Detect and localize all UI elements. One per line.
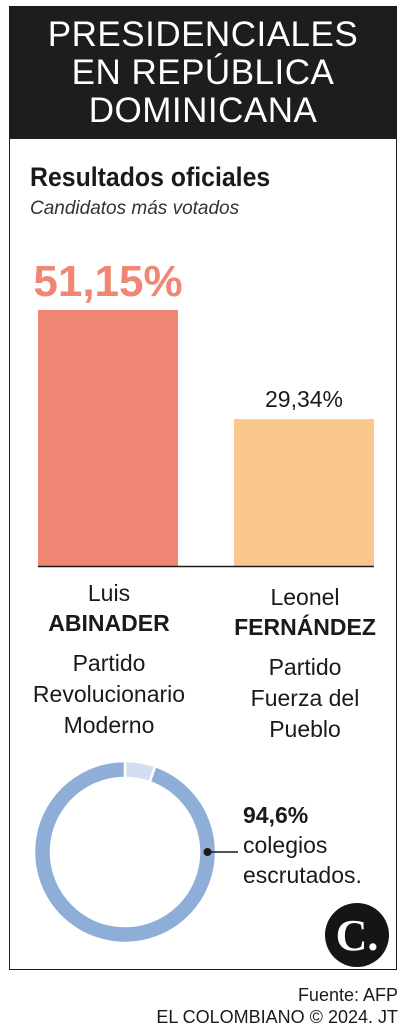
donut-percentage: 94,6% [243, 802, 309, 828]
candidate-1-last-name: ABINADER [48, 610, 170, 636]
candidate-1-party-line-1: Partido [72, 650, 146, 676]
candidate-1-party: Partido Revolucionario Moderno [24, 648, 194, 741]
donut-chart [32, 759, 238, 945]
candidate-2-first-name: Leonel [270, 584, 340, 610]
donut-text-line-2: escrutados. [243, 862, 362, 888]
candidate-1-party-line-2: Revolucionario [32, 681, 186, 707]
header-line-3: DOMINICANA [88, 91, 318, 130]
candidate-1: Luis ABINADER Partido Revolucionario Mod… [24, 578, 194, 741]
candidate-2-party-line-2: Fuerza del [250, 685, 360, 711]
donut-legend: 94,6% colegios escrutados. [243, 800, 362, 890]
header-banner: PRESIDENCIALES EN REPÚBLICA DOMINICANA [10, 7, 396, 139]
el-colombiano-logo: C. [325, 903, 389, 967]
bar-2-value-label: 29,34% [265, 386, 343, 412]
chart-title: Resultados oficiales [30, 162, 271, 192]
donut-text-line-1: colegios [243, 832, 328, 858]
candidate-2-party-line-1: Partido [268, 654, 342, 680]
source-credit: Fuente: AFP EL COLOMBIANO © 2024. JT [156, 984, 398, 1028]
candidate-2: Leonel FERNÁNDEZ Partido Fuerza del Pueb… [220, 582, 390, 745]
bar-chart: 51,15% 29,34% [33, 257, 374, 568]
candidate-2-party: Partido Fuerza del Pueblo [220, 652, 390, 745]
source-line-1: Fuente: AFP [297, 985, 398, 1005]
bar-2 [234, 419, 374, 566]
source-line-2: EL COLOMBIANO © 2024. JT [156, 1007, 398, 1027]
bar-1-value-label: 51,15% [33, 257, 182, 306]
candidate-1-party-line-3: Moderno [63, 712, 155, 738]
header-line-2: EN REPÚBLICA [71, 53, 335, 92]
candidate-1-first-name: Luis [87, 580, 131, 606]
candidate-2-party-line-3: Pueblo [269, 716, 341, 742]
header-line-1: PRESIDENCIALES [47, 15, 359, 54]
chart-subtitle: Candidatos más votados [30, 198, 240, 219]
candidate-2-last-name: FERNÁNDEZ [234, 614, 376, 640]
bar-1 [38, 310, 178, 566]
donut-filled-segment [32, 759, 218, 945]
